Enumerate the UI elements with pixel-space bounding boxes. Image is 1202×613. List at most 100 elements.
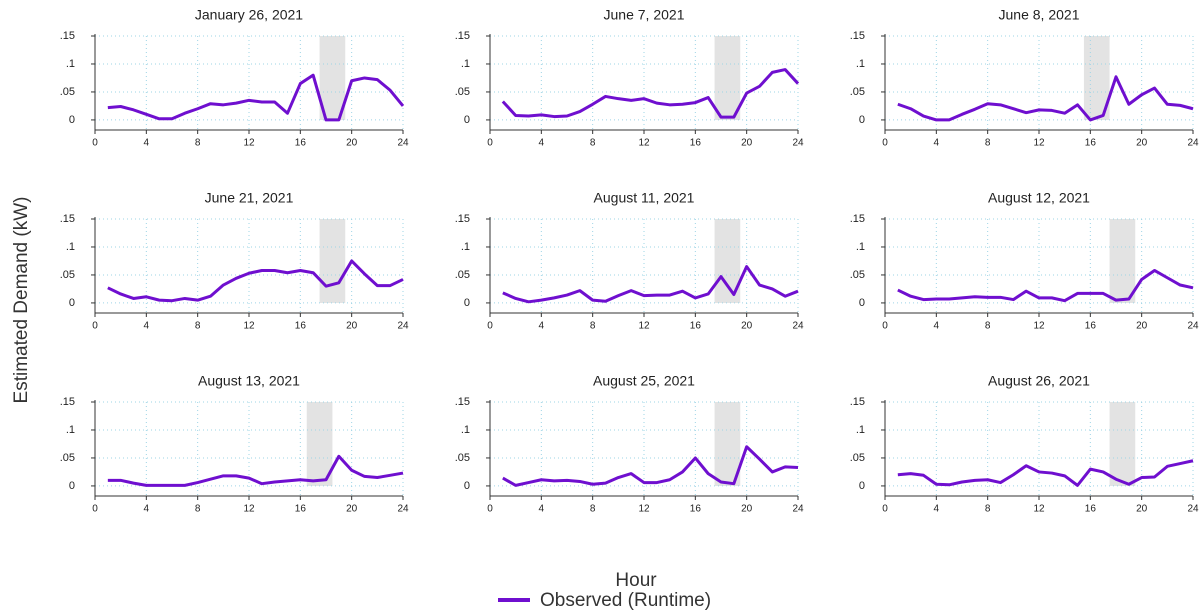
x-tick-label: 20: [1136, 321, 1148, 332]
x-tick-label: 16: [295, 138, 307, 149]
y-tick-label: .1: [856, 241, 865, 253]
x-tick-label: 8: [590, 504, 596, 515]
y-tick-label: 0: [464, 114, 470, 126]
x-tick-label: 20: [1136, 138, 1148, 149]
x-tick-label: 24: [397, 321, 409, 332]
x-tick-label: 0: [882, 321, 888, 332]
x-tick-label: 4: [539, 504, 545, 515]
panel-title: January 26, 2021: [195, 7, 303, 23]
x-tick-label: 4: [144, 504, 150, 515]
y-tick-label: 0: [464, 297, 470, 309]
x-tick-label: 24: [792, 321, 804, 332]
y-axis-label: Estimated Demand (kW): [11, 197, 32, 404]
y-tick-label: .05: [455, 86, 470, 98]
y-tick-label: .1: [856, 58, 865, 70]
shaded-window: [306, 402, 333, 486]
y-tick-label: .05: [60, 452, 75, 464]
x-tick-label: 12: [1033, 321, 1045, 332]
y-tick-label: .15: [455, 213, 470, 225]
y-tick-label: .15: [455, 396, 470, 408]
shaded-window: [319, 36, 346, 120]
x-tick-label: 16: [295, 321, 307, 332]
x-tick-label: 8: [985, 138, 991, 149]
x-tick-label: 8: [590, 138, 596, 149]
y-tick-label: .1: [66, 424, 75, 436]
y-tick-label: .05: [455, 452, 470, 464]
data-line: [897, 268, 1194, 303]
x-tick-label: 20: [741, 321, 753, 332]
x-tick-label: 8: [985, 504, 991, 515]
y-tick-label: 0: [69, 114, 75, 126]
x-tick-label: 24: [397, 138, 409, 149]
y-tick-label: 0: [69, 297, 75, 309]
x-tick-label: 12: [638, 321, 650, 332]
y-tick-label: .1: [461, 58, 470, 70]
y-tick-label: .05: [455, 269, 470, 281]
x-tick-label: 8: [590, 321, 596, 332]
y-tick-label: .1: [461, 241, 470, 253]
y-tick-label: .1: [856, 424, 865, 436]
y-tick-label: .1: [66, 58, 75, 70]
x-tick-label: 12: [243, 138, 255, 149]
x-tick-label: 16: [690, 138, 702, 149]
data-line: [107, 259, 404, 303]
x-tick-label: 4: [144, 138, 150, 149]
data-line: [107, 73, 405, 122]
x-tick-label: 12: [1033, 504, 1045, 515]
x-tick-label: 8: [195, 321, 201, 332]
panel-title: August 25, 2021: [593, 373, 695, 389]
x-tick-label: 4: [539, 138, 545, 149]
y-tick-label: .05: [60, 269, 75, 281]
x-tick-label: 0: [92, 321, 98, 332]
y-tick-label: .15: [850, 396, 865, 408]
y-tick-label: .15: [60, 30, 75, 42]
x-tick-label: 4: [539, 321, 545, 332]
data-line: [502, 445, 799, 487]
x-tick-label: 4: [934, 504, 940, 515]
x-tick-label: 16: [690, 504, 702, 515]
y-tick-label: .15: [850, 30, 865, 42]
y-tick-label: 0: [859, 297, 865, 309]
x-tick-label: 20: [741, 504, 753, 515]
panel-title: August 13, 2021: [198, 373, 300, 389]
x-tick-label: 16: [690, 321, 702, 332]
y-tick-label: .1: [66, 241, 75, 253]
x-tick-label: 24: [792, 138, 804, 149]
x-tick-label: 8: [195, 504, 201, 515]
y-tick-label: .05: [60, 86, 75, 98]
y-tick-label: .05: [850, 86, 865, 98]
x-axis-label: Hour: [615, 570, 657, 591]
x-tick-label: 12: [638, 504, 650, 515]
panel-title: June 21, 2021: [205, 190, 294, 206]
y-tick-label: 0: [464, 480, 470, 492]
y-tick-label: .1: [461, 424, 470, 436]
y-tick-label: .15: [60, 213, 75, 225]
x-tick-label: 16: [1085, 321, 1097, 332]
x-tick-label: 0: [487, 504, 493, 515]
data-line: [897, 459, 1194, 487]
x-tick-label: 12: [1033, 138, 1045, 149]
x-tick-label: 16: [295, 504, 307, 515]
panel-title: August 26, 2021: [988, 373, 1090, 389]
data-line: [501, 68, 800, 119]
x-tick-label: 24: [1187, 138, 1199, 149]
data-line: [897, 75, 1194, 122]
y-tick-label: 0: [859, 114, 865, 126]
x-tick-label: 24: [792, 504, 804, 515]
x-tick-label: 0: [882, 138, 888, 149]
x-tick-label: 0: [92, 138, 98, 149]
x-tick-label: 20: [741, 138, 753, 149]
y-tick-label: .05: [850, 452, 865, 464]
y-tick-label: 0: [69, 480, 75, 492]
x-tick-label: 20: [1136, 504, 1148, 515]
shaded-window: [1109, 402, 1136, 486]
x-tick-label: 20: [346, 504, 358, 515]
y-tick-label: .15: [850, 213, 865, 225]
panel-title: June 7, 2021: [604, 7, 685, 23]
y-tick-label: .15: [60, 396, 75, 408]
x-tick-label: 12: [243, 321, 255, 332]
x-tick-label: 12: [243, 504, 255, 515]
y-tick-label: .05: [850, 269, 865, 281]
